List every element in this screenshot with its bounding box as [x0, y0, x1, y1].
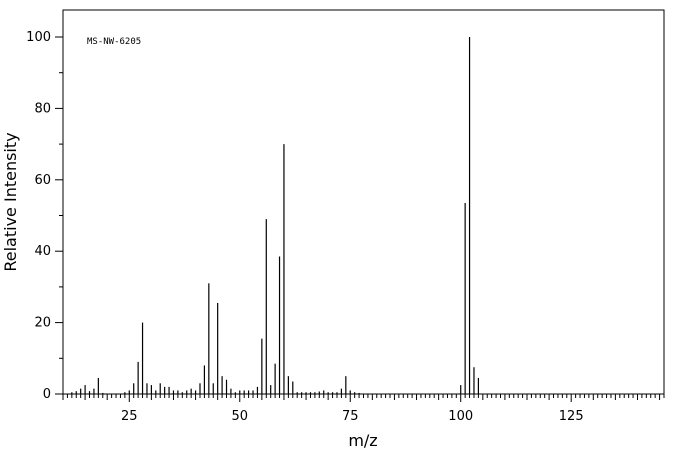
spectrum-id-label: MS-NW-6205 [87, 37, 141, 47]
x-axis-title: m/z [348, 431, 377, 450]
y-tick-label: 0 [43, 387, 51, 402]
x-tick-label: 50 [231, 409, 248, 424]
y-axis-ticks: 0 20 40 60 80 100 [26, 30, 63, 402]
y-tick-label: 60 [34, 173, 51, 188]
x-axis-ticks: 25 50 75 100 125 [121, 409, 584, 424]
y-tick-label: 80 [34, 101, 51, 116]
y-tick-label: 40 [34, 244, 51, 259]
spectrum-peaks [71, 37, 479, 394]
y-tick-label: 20 [34, 316, 51, 331]
y-tick-label: 100 [26, 30, 51, 45]
y-axis-title: Relative Intensity [1, 132, 20, 271]
x-tick-label: 100 [448, 409, 473, 424]
x-tick-label: 125 [559, 409, 584, 424]
x-tick-label: 75 [342, 409, 359, 424]
x-tick-label: 25 [121, 409, 138, 424]
minor-ticks [62, 394, 665, 402]
plot-frame [62, 9, 665, 395]
